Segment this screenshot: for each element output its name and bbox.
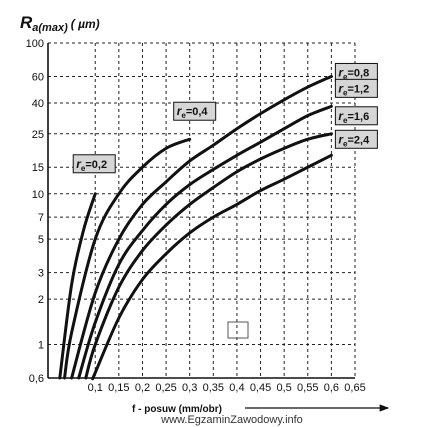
series-line-6 — [91, 153, 333, 381]
x-axis-title: f - posuw (mm/obr) — [132, 404, 222, 415]
series-line-4 — [77, 104, 333, 380]
series-label-text: re=1,2 — [338, 81, 369, 97]
series-label-box — [334, 106, 378, 126]
x-tick-label: 0,55 — [297, 382, 318, 394]
series-label-4: re=1,2 — [334, 78, 378, 98]
y-tick-label: 5 — [38, 234, 44, 246]
x-tick-label: 0,6 — [324, 382, 339, 394]
series-label-2: re=0,4 — [173, 101, 217, 121]
x-tick-label: 0,15 — [108, 382, 129, 394]
x-tick-label: 0,45 — [250, 382, 271, 394]
series-label-5: re=1,6 — [334, 106, 378, 126]
series-label-text: re=0,4 — [177, 104, 209, 120]
y-tick-label: 60 — [32, 71, 44, 83]
y-tick-label: 3 — [38, 268, 44, 280]
series-line-2 — [63, 137, 192, 380]
series-label-box — [72, 154, 116, 174]
y-tick-label: 10 — [32, 189, 44, 201]
stamp-icon — [227, 321, 249, 339]
series-label-text: re=0,2 — [76, 157, 107, 173]
y-tick-label: 25 — [32, 129, 44, 141]
y-tick-label: 40 — [32, 98, 44, 110]
series-labels: re=0,2 re=0,4 re=0,8re=1,2 re=1,6 re=2,4 — [72, 62, 378, 174]
y-axis-title: Ra(max)( µm) — [20, 13, 100, 34]
series-label-box — [334, 78, 378, 98]
x-tick-label: 0,5 — [277, 382, 292, 394]
series-label-text: re=1,6 — [338, 109, 369, 125]
y-tick-label: 2 — [38, 294, 44, 306]
y-tick-label: 7 — [38, 212, 44, 224]
y-tick-label: 1 — [38, 340, 44, 352]
x-tick-label: 0,65 — [344, 382, 365, 394]
series-line-3 — [70, 74, 333, 380]
series-label-6: re=2,4 — [334, 129, 378, 149]
series-label-box — [173, 101, 217, 121]
x-tick-label: 0,1 — [88, 382, 103, 394]
x-tick-label: 0,25 — [155, 382, 176, 394]
series-label-3: re=0,8 — [334, 62, 378, 82]
series-group — [58, 74, 333, 381]
x-tick-label: 0,35 — [203, 382, 224, 394]
series-line-1 — [58, 192, 97, 380]
x-tick-label: 0,2 — [135, 382, 150, 394]
watermark: www.EgzaminZawodowy.info — [160, 414, 303, 426]
x-tick-label: 0,4 — [229, 382, 244, 394]
y-tick-label: 0,6 — [29, 373, 44, 385]
axes — [47, 43, 390, 412]
y-tick-label: 100 — [26, 38, 44, 50]
series-line-5 — [84, 132, 333, 380]
series-label-text: re=2,4 — [338, 132, 370, 148]
y-tick-label: 15 — [32, 162, 44, 174]
series-label-box — [334, 129, 378, 149]
series-label-1: re=0,2 — [72, 154, 116, 174]
grid — [48, 42, 356, 378]
series-label-text: re=0,8 — [338, 65, 369, 81]
x-tick-label: 0,3 — [182, 382, 197, 394]
axis-texts: 0,6 1 2 3 5 7 10 15 25 40 60 100 0,1 0,15 0,2 0,25 0,3 0,… — [20, 13, 366, 426]
